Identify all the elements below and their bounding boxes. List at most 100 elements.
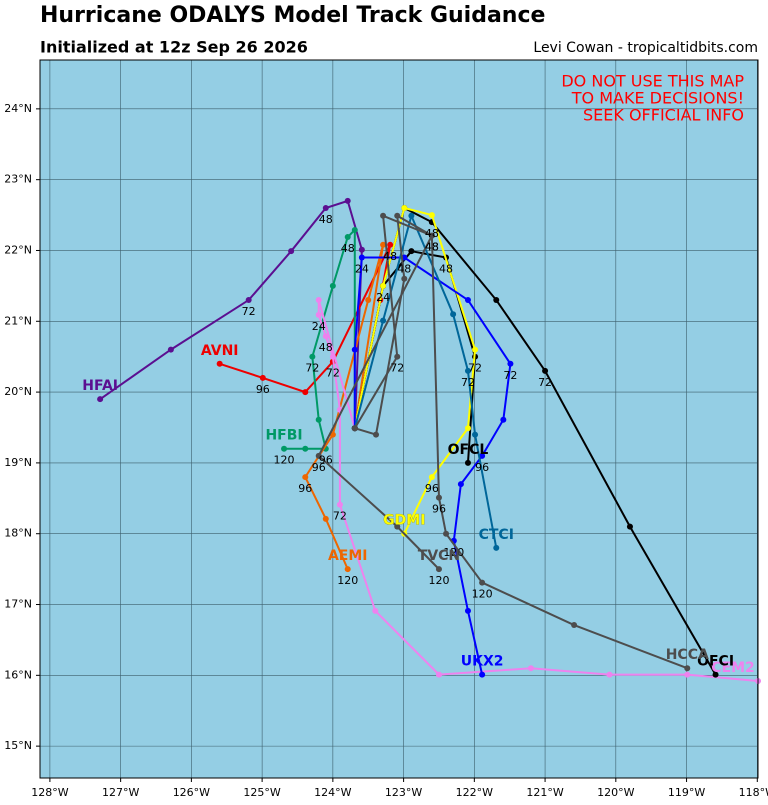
y-tick-label: 22°N <box>4 243 32 256</box>
track-point <box>336 501 343 508</box>
x-tick-label: 118°W <box>739 786 768 799</box>
track-point <box>435 566 442 573</box>
forecast-hour-label: 48 <box>319 341 333 354</box>
track-point <box>507 360 514 367</box>
track-point <box>443 530 450 537</box>
track-point <box>344 197 351 204</box>
track-point <box>322 333 329 340</box>
track-point <box>358 254 365 261</box>
x-tick-label: 120°W <box>597 786 634 799</box>
x-tick-label: 121°W <box>526 786 563 799</box>
track-point <box>315 297 322 304</box>
forecast-hour-label: 120 <box>472 588 493 601</box>
track-line <box>99 199 363 429</box>
track-point <box>387 241 394 248</box>
x-tick-label: 124°W <box>314 786 351 799</box>
track-point <box>344 566 351 573</box>
track-point <box>408 248 415 255</box>
y-tick-label: 21°N <box>4 314 32 327</box>
track-point <box>493 297 500 304</box>
forecast-hour-label: 72 <box>468 362 482 375</box>
track-point <box>464 367 471 374</box>
model-name: UKX2 <box>461 654 504 670</box>
model-name: OFCI <box>697 654 734 670</box>
y-tick-label: 16°N <box>4 668 32 681</box>
model-name: AVNI <box>201 343 239 359</box>
forecast-hour-label: 48 <box>383 250 397 263</box>
forecast-hour-label: 24 <box>355 263 369 276</box>
y-tick-label: 18°N <box>4 527 32 540</box>
track-point <box>351 226 358 233</box>
track-point <box>315 416 322 423</box>
track-point <box>329 353 336 360</box>
warning: TO MAKE DECISIONS! <box>571 89 744 108</box>
track-point <box>472 431 479 438</box>
track-point <box>394 523 401 530</box>
model-name: HCCA <box>666 647 709 663</box>
forecast-hour-label: 48 <box>319 213 333 226</box>
track-point <box>428 474 435 481</box>
x-tick-label: 123°W <box>385 786 422 799</box>
forecast-hour-label: 72 <box>390 362 404 375</box>
track-point <box>259 374 266 381</box>
track-point <box>464 607 471 614</box>
track-point <box>373 431 380 438</box>
track-point <box>428 232 435 239</box>
map-background <box>40 60 758 778</box>
track-point <box>401 275 408 282</box>
model-name: HFAI <box>82 378 118 394</box>
forecast-hour-label: 24 <box>376 291 390 304</box>
map-border <box>39 59 759 779</box>
track-point <box>380 317 387 324</box>
forecast-hour-label: 96 <box>312 461 326 474</box>
track-point <box>302 389 309 396</box>
track-point <box>245 297 252 304</box>
forecast-hour-label: 120 <box>428 574 449 587</box>
forecast-hour-label: 72 <box>242 305 256 318</box>
track-point <box>394 212 401 219</box>
track-line <box>353 256 512 675</box>
track-point <box>365 297 372 304</box>
track-point <box>435 671 442 678</box>
track-point <box>322 204 329 211</box>
track-point <box>315 452 322 459</box>
track-point <box>472 346 479 353</box>
forecast-hour-label: 48 <box>425 241 439 254</box>
track-point <box>329 282 336 289</box>
track-point <box>97 396 104 403</box>
model-name: TVCN <box>418 548 460 564</box>
model-name: HFBI <box>265 428 302 444</box>
model-name: OFCL <box>448 442 489 458</box>
track-point <box>464 297 471 304</box>
track-point <box>712 671 719 678</box>
credit: Levi Cowan - tropicaltidbits.com <box>533 40 758 56</box>
forecast-hour-label: 72 <box>305 362 319 375</box>
track-point <box>401 204 408 211</box>
chart-title: Hurricane ODALYS Model Track Guidance <box>40 3 545 28</box>
y-tick-label: 24°N <box>4 102 32 115</box>
track-point <box>380 282 387 289</box>
track-point <box>479 671 486 678</box>
track-point <box>281 445 288 452</box>
forecast-hour-label: 48 <box>439 263 453 276</box>
track-point <box>527 665 534 672</box>
track-point <box>322 515 329 522</box>
track-point <box>435 494 442 501</box>
forecast-hour-label: 96 <box>475 461 489 474</box>
track-point <box>626 523 633 530</box>
y-tick-label: 19°N <box>4 456 32 469</box>
forecast-hour-label: 48 <box>397 263 411 276</box>
forecast-hour-label: 120 <box>337 574 358 587</box>
forecast-hour-label: 96 <box>432 503 446 516</box>
track-point <box>167 346 174 353</box>
forecast-hour-label: 48 <box>425 227 439 240</box>
track-point <box>464 459 471 466</box>
warning: DO NOT USE THIS MAP <box>561 72 744 91</box>
track-line <box>354 213 688 670</box>
forecast-hour-label: 72 <box>538 376 552 389</box>
forecast-hour-label: 96 <box>425 482 439 495</box>
x-tick-label: 128°W <box>31 786 68 799</box>
forecast-hour-label: 72 <box>461 376 475 389</box>
tracks <box>97 197 761 684</box>
